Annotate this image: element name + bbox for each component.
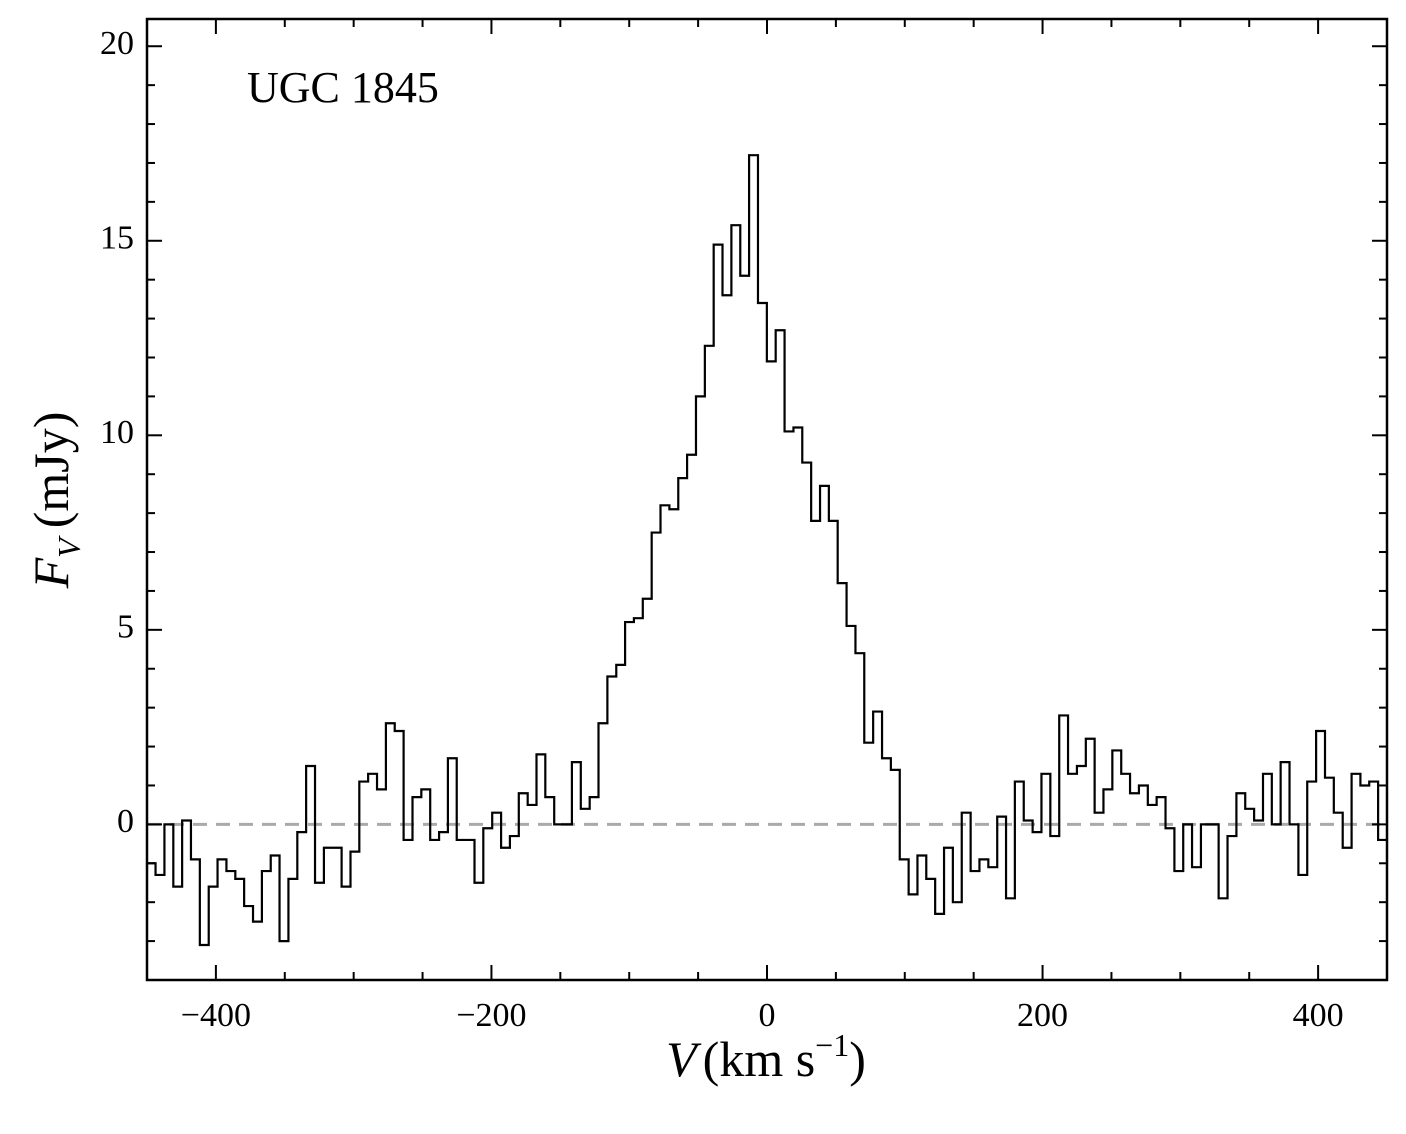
y-tick-label: 15 <box>100 220 134 257</box>
y-tick-label: 5 <box>117 609 134 646</box>
y-tick-label: 20 <box>100 25 134 62</box>
x-tick-label: 200 <box>1017 997 1068 1034</box>
x-tick-label: −400 <box>181 997 251 1034</box>
y-axis-label: FV (mJy) <box>23 412 87 590</box>
x-tick-label: −200 <box>456 997 526 1034</box>
spectrum-line <box>147 154 1387 947</box>
annotation: UGC 1845 <box>247 63 439 112</box>
x-label-unit-close: ) <box>849 1031 866 1087</box>
x-label-exponent: −1 <box>815 1027 849 1063</box>
y-tick-label: 10 <box>100 414 134 451</box>
x-tick-label: 400 <box>1293 997 1344 1034</box>
y-tick-label: 0 <box>117 803 134 840</box>
x-label-unit: (km s <box>703 1031 816 1087</box>
x-axis-label: V (km s−1) <box>666 1027 866 1087</box>
y-label-symbol: F <box>23 557 79 589</box>
y-label-subscript: V <box>51 535 87 558</box>
y-label-unit: (mJy) <box>23 412 79 529</box>
x-label-symbol: V <box>666 1031 702 1087</box>
x-tick-label: 0 <box>759 997 776 1034</box>
